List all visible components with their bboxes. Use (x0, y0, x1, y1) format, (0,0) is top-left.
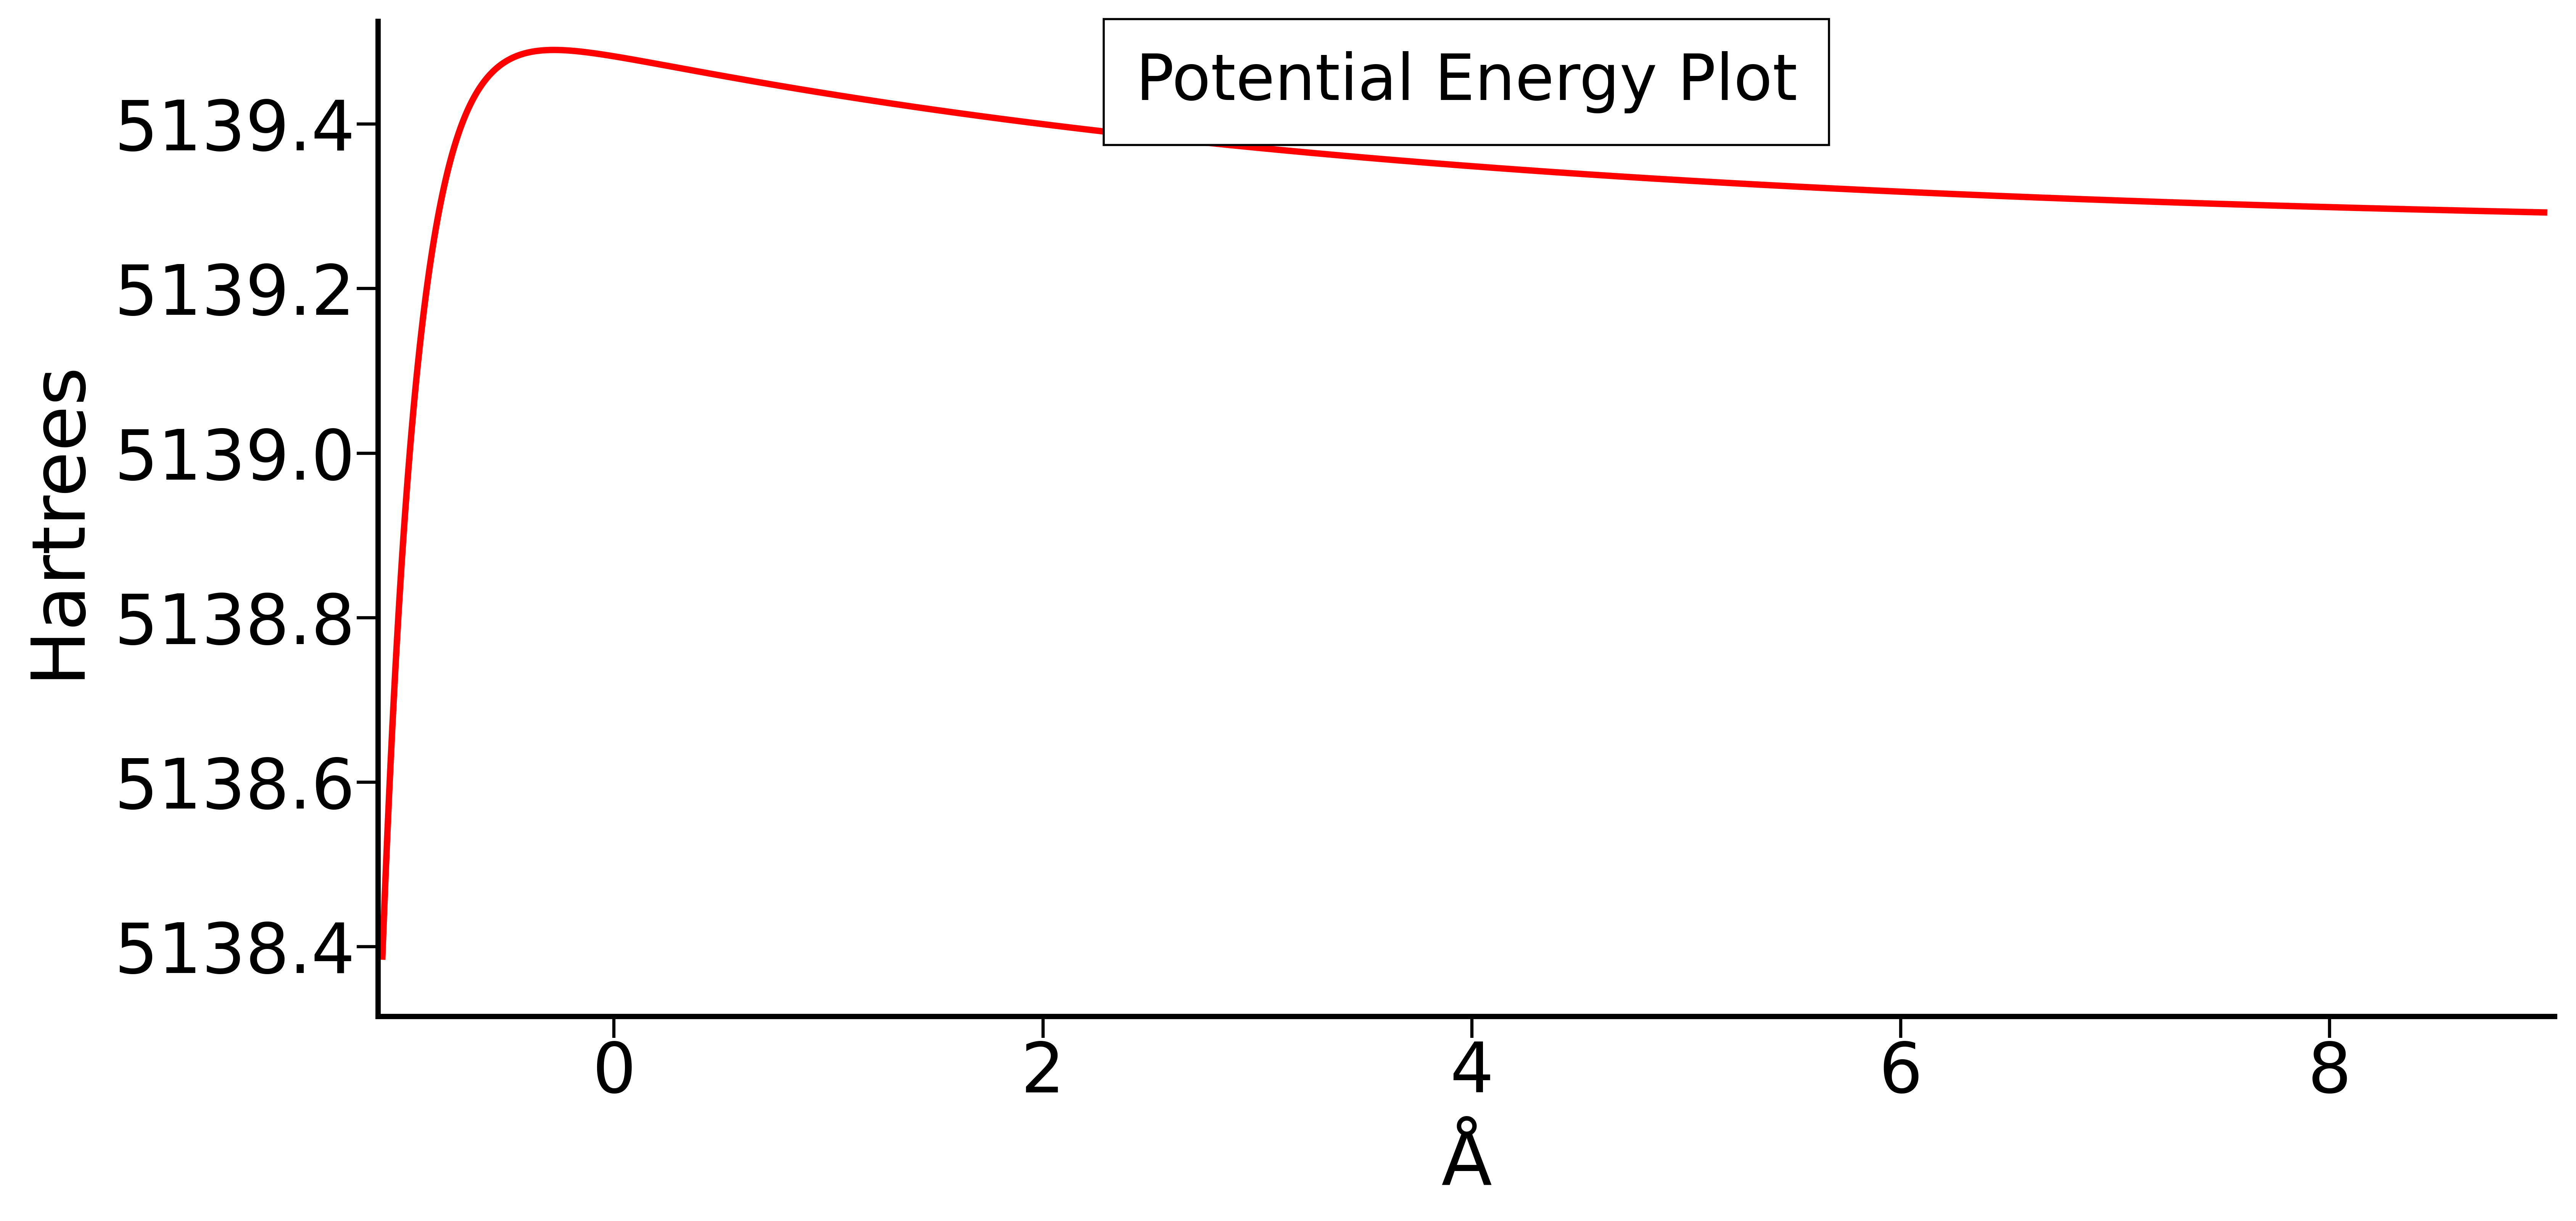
Text: Potential Energy Plot: Potential Energy Plot (1136, 51, 1798, 114)
X-axis label: Å: Å (1440, 1128, 1492, 1200)
Y-axis label: Hartrees: Hartrees (21, 359, 93, 679)
